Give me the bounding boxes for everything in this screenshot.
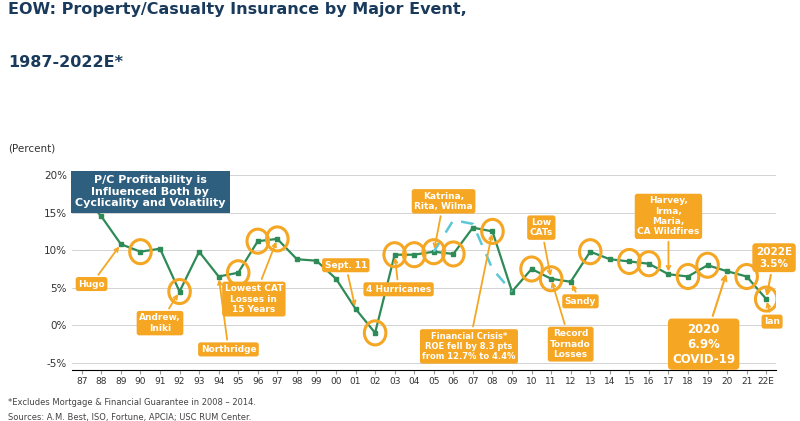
Text: Katrina,
Rita, Wilma: Katrina, Rita, Wilma [414, 192, 473, 247]
Text: Andrew,
Iniki: Andrew, Iniki [139, 296, 181, 333]
Text: (Percent): (Percent) [8, 144, 55, 154]
Text: Ian: Ian [764, 304, 780, 326]
Text: Record
Tornado
Losses: Record Tornado Losses [550, 283, 591, 359]
Text: 2020
6.9%
COVID-19: 2020 6.9% COVID-19 [672, 276, 735, 366]
Text: Northridge: Northridge [201, 281, 256, 354]
Text: 4 Hurricanes: 4 Hurricanes [366, 259, 431, 294]
Text: Financial Crisis*
ROE fell by 8.3 pts
from 12.7% to 4.4%: Financial Crisis* ROE fell by 8.3 pts fr… [422, 236, 516, 361]
Text: Low
CATs: Low CATs [530, 218, 553, 274]
Text: 1987-2022E*: 1987-2022E* [8, 55, 123, 70]
Text: Sources: A.M. Best, ISO, Fortune, APCIA; USC RUM Center.: Sources: A.M. Best, ISO, Fortune, APCIA;… [8, 413, 251, 421]
Text: EOW: Property/Casualty Insurance by Major Event,: EOW: Property/Casualty Insurance by Majo… [8, 2, 466, 17]
Text: Lowest CAT
Losses in
15 Years: Lowest CAT Losses in 15 Years [225, 243, 283, 314]
Text: Sept. 11: Sept. 11 [325, 261, 367, 304]
Text: P/C Profitability is
Influenced Both by
Cyclicality and Volatility: P/C Profitability is Influenced Both by … [75, 175, 226, 208]
Text: Hugo: Hugo [78, 248, 118, 288]
Text: Sandy: Sandy [565, 286, 596, 306]
Text: Harvey,
Irma,
Maria,
CA Wildfires: Harvey, Irma, Maria, CA Wildfires [638, 196, 700, 269]
Text: 2022E
3.5%: 2022E 3.5% [756, 247, 792, 294]
Text: *Excludes Mortgage & Financial Guarantee in 2008 – 2014.: *Excludes Mortgage & Financial Guarantee… [8, 398, 256, 407]
